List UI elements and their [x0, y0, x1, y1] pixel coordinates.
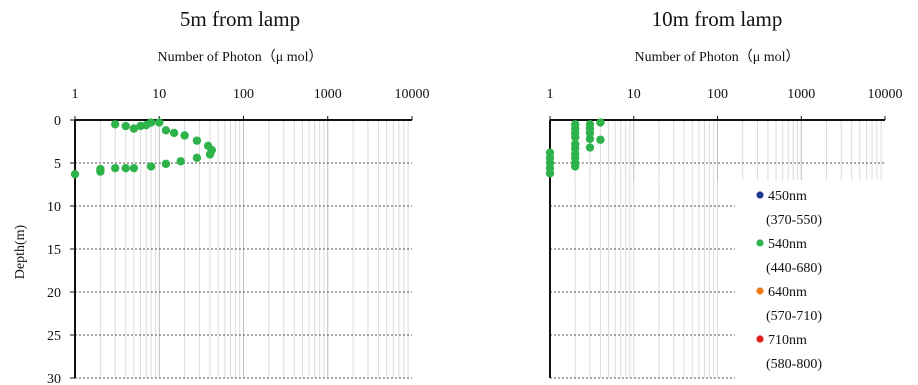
data-point	[110, 163, 120, 173]
data-point	[161, 159, 171, 169]
legend-label: 450nm	[768, 189, 807, 204]
y-tick-label: 25	[47, 329, 61, 344]
data-point	[571, 162, 580, 171]
data-point	[146, 118, 156, 127]
legend-range: (370-550)	[766, 213, 822, 228]
legend-range: (570-710)	[766, 309, 822, 324]
x-tick-label: 1	[72, 87, 79, 102]
data-point	[585, 128, 595, 138]
y-tick-label: 30	[47, 372, 61, 385]
data-point	[571, 133, 580, 142]
x-tick-label: 10	[627, 87, 641, 102]
legend: 450nm (370-550) 540nm (440-680) 640nm (570-71…	[738, 180, 888, 382]
chart-left: 5m from lamp Number of Photon（μ mol） Dep…	[13, 7, 430, 385]
legend-box	[738, 180, 888, 382]
x-tick-label: 10000	[395, 87, 430, 102]
x-axis-label-left: Number of Photon（μ mol）	[158, 49, 323, 65]
data-point	[585, 134, 595, 144]
y-tick-label: 10	[47, 200, 61, 215]
y-tick-label: 15	[47, 243, 61, 258]
data-point	[161, 126, 171, 135]
plot-area-left: 1 10 100 1000 10000 0 5 10 15 20 25 30	[47, 87, 430, 385]
x-tick-label: 100	[707, 87, 728, 102]
legend-marker	[756, 191, 764, 199]
legend-marker	[756, 335, 764, 343]
legend-label: 540nm	[768, 237, 807, 252]
data-point	[596, 135, 605, 144]
data-point	[176, 157, 185, 166]
data-point	[96, 167, 105, 176]
x-tick-label: 1000	[314, 87, 342, 102]
x-tick-label: 10000	[868, 87, 903, 102]
data-point	[192, 153, 202, 163]
x-tick-label: 10	[152, 87, 166, 102]
data-point	[585, 143, 595, 152]
y-axis-label-left: Depth(m)	[13, 224, 28, 279]
data-point	[169, 128, 179, 138]
chart-title-right: 10m from lamp	[652, 7, 783, 31]
data-point	[121, 121, 130, 131]
data-point	[205, 150, 215, 159]
legend-range: (440-680)	[766, 261, 822, 276]
legend-label: 640nm	[768, 285, 807, 300]
y-tick-label: 0	[54, 114, 61, 129]
x-tick-label: 1000	[787, 87, 815, 102]
data-point	[180, 131, 189, 140]
data-point	[192, 136, 202, 145]
data-point	[545, 169, 555, 178]
plot-area-right: 1 10 100 1000 10000	[545, 87, 903, 379]
data-point	[155, 118, 164, 127]
data-point	[129, 163, 139, 173]
legend-label: 710nm	[768, 333, 807, 348]
data-point	[146, 162, 156, 171]
legend-marker	[756, 239, 764, 247]
data-point	[129, 124, 139, 133]
data-point	[121, 163, 130, 173]
data-point	[110, 120, 120, 129]
x-axis-label-right: Number of Photon（μ mol）	[635, 49, 800, 65]
x-tick-label: 1	[547, 87, 554, 102]
y-tick-label: 5	[54, 157, 61, 172]
chart-title-left: 5m from lamp	[180, 7, 300, 31]
data-point	[70, 169, 80, 179]
legend-range: (580-800)	[766, 357, 822, 372]
y-tick-label: 20	[47, 286, 61, 301]
x-tick-label: 100	[233, 87, 254, 102]
legend-marker	[756, 287, 764, 295]
data-point	[596, 118, 605, 127]
